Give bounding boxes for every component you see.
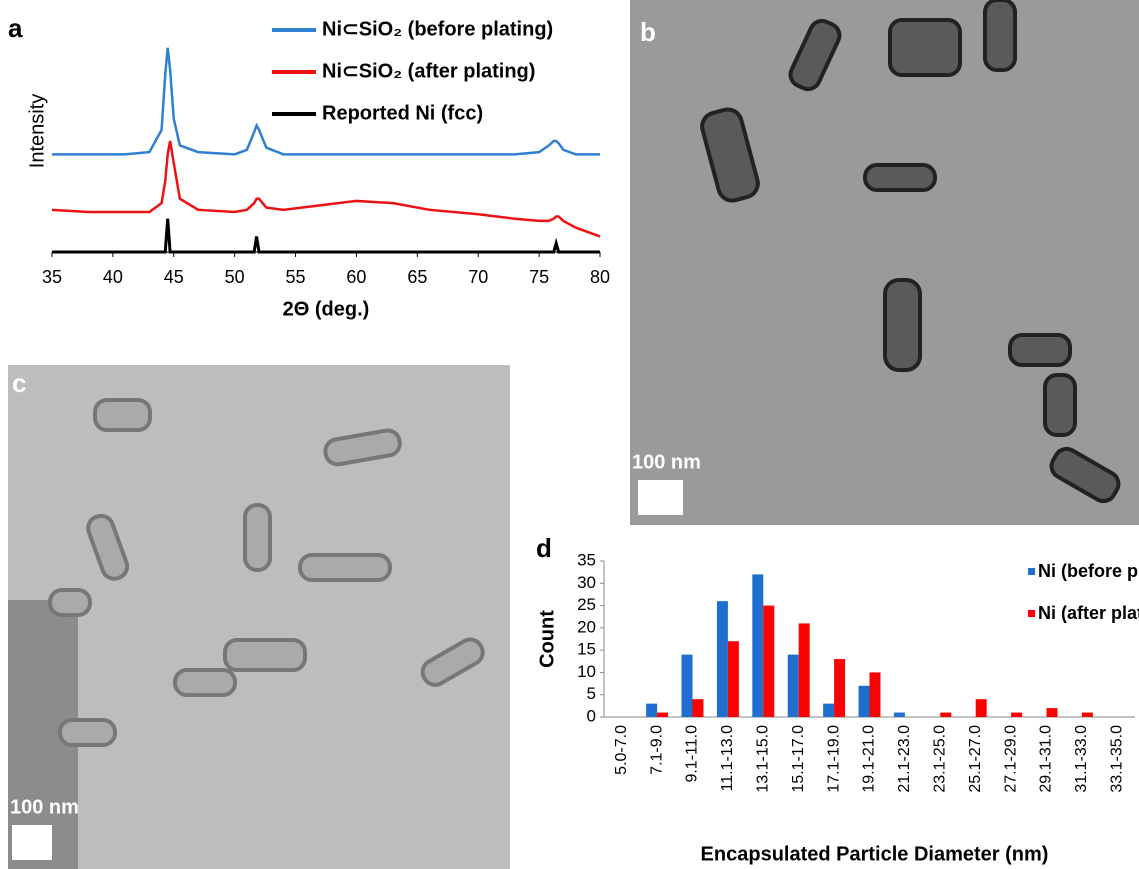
x-tick-label: 60 [346, 267, 366, 287]
x-tick-label: 45 [164, 267, 184, 287]
bar [717, 601, 728, 717]
x-tick-label: 50 [225, 267, 245, 287]
x-tick-label: 33.1-35.0 [1109, 725, 1126, 793]
x-tick-label: 15.1-17.0 [790, 725, 807, 793]
x-tick-label: 29.1-31.0 [1038, 725, 1055, 793]
x-tick-label: 5.0-7.0 [613, 725, 630, 775]
bar [940, 713, 951, 717]
panel-label-c: c [12, 368, 26, 398]
x-axis-title: Encapsulated Particle Diameter (nm) [701, 843, 1049, 865]
legend-label: Ni⊂SiO₂ (before plating) [322, 18, 553, 40]
legend-swatch [1028, 610, 1035, 617]
y-axis-title: Intensity [26, 94, 48, 168]
x-axis-title: 2Θ (deg.) [283, 298, 370, 320]
y-tick-label: 10 [577, 662, 596, 681]
image-c-background [8, 365, 510, 869]
tem-image-c: c 100 nm [8, 365, 510, 869]
bar [799, 623, 810, 717]
bar [834, 659, 845, 717]
x-tick-label: 25.1-27.0 [967, 725, 984, 793]
bar [976, 699, 987, 717]
bar [859, 686, 870, 717]
scale-bar-b [638, 480, 683, 515]
figure: b 100 nm c 100 nm a354045505560657075802… [0, 0, 1139, 869]
y-tick-label: 30 [577, 573, 596, 592]
bar [870, 672, 881, 717]
bar [682, 655, 693, 717]
x-tick-label: 19.1-21.0 [861, 725, 878, 793]
image-b-background [630, 0, 1139, 525]
y-tick-label: 5 [587, 684, 596, 703]
bar [752, 574, 763, 717]
x-tick-label: 7.1-9.0 [648, 725, 665, 775]
bar [763, 606, 774, 717]
legend-label: Ni (after plating) [1038, 603, 1139, 623]
x-tick-label: 40 [103, 267, 123, 287]
y-tick-label: 25 [577, 595, 596, 614]
x-tick-label: 13.1-15.0 [755, 725, 772, 793]
panel-label-b: b [640, 17, 656, 47]
scale-bar-c [12, 825, 52, 860]
y-tick-label: 20 [577, 617, 596, 636]
bar [728, 641, 739, 717]
tem-image-b: b 100 nm [630, 0, 1139, 525]
bar [657, 713, 668, 717]
x-tick-label: 70 [468, 267, 488, 287]
y-axis-title: Count [536, 610, 558, 668]
x-tick-label: 35 [42, 267, 62, 287]
bar [788, 655, 799, 717]
bar [1047, 708, 1058, 717]
x-tick-label: 27.1-29.0 [1002, 725, 1019, 793]
legend-label: Ni (before plating) [1038, 561, 1139, 581]
panel-label: a [8, 13, 23, 43]
legend-label: Reported Ni (fcc) [322, 102, 483, 124]
x-tick-label: 55 [286, 267, 306, 287]
page: b 100 nm c 100 nm a354045505560657075802… [0, 0, 1139, 869]
panel-label: d [536, 533, 552, 563]
legend-swatch [1028, 568, 1035, 575]
bar [894, 713, 905, 717]
bar [693, 699, 704, 717]
bar [1011, 713, 1022, 717]
y-tick-label: 0 [587, 706, 596, 725]
y-tick-label: 15 [577, 640, 596, 659]
x-tick-label: 9.1-11.0 [684, 725, 701, 783]
scale-bar-label-c: 100 nm [10, 796, 79, 818]
x-tick-label: 11.1-13.0 [719, 725, 736, 792]
legend-label: Ni⊂SiO₂ (after plating) [322, 60, 535, 82]
bar [1082, 713, 1093, 717]
x-tick-label: 75 [529, 267, 549, 287]
scale-bar-label-b: 100 nm [632, 451, 701, 473]
x-tick-label: 21.1-23.0 [896, 725, 913, 793]
y-tick-label: 35 [577, 550, 596, 569]
x-tick-label: 23.1-25.0 [932, 725, 949, 793]
bar [646, 704, 657, 717]
xrd-pattern [52, 219, 600, 252]
x-tick-label: 31.1-33.0 [1073, 725, 1090, 793]
x-tick-label: 80 [590, 267, 610, 287]
bar [823, 704, 834, 717]
x-tick-label: 17.1-19.0 [825, 725, 842, 793]
x-tick-label: 65 [407, 267, 427, 287]
